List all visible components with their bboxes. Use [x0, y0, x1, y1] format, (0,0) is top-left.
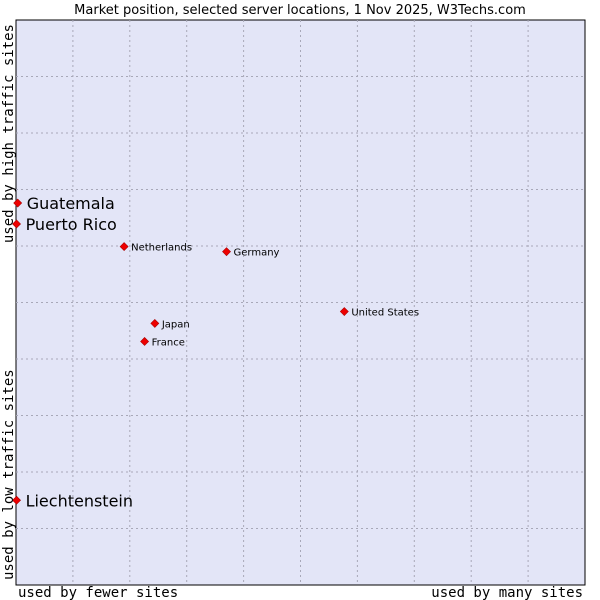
data-point-germany: Germany: [222, 247, 280, 259]
point-marker-japan: [150, 318, 160, 328]
x-axis-label-left: used by fewer sites: [18, 585, 178, 600]
point-label-united-states: United States: [351, 308, 419, 319]
point-marker-liechtenstein: [12, 495, 21, 505]
point-label-japan: Japan: [161, 319, 190, 330]
point-label-netherlands: Netherlands: [131, 243, 192, 254]
data-point-japan: Japan: [150, 318, 190, 330]
point-marker-guatemala: [13, 198, 23, 208]
point-label-guatemala: Guatemala: [27, 194, 115, 213]
data-point-france: France: [140, 337, 185, 348]
data-point-netherlands: Netherlands: [119, 242, 192, 254]
grid-lines: [16, 20, 585, 585]
y-axis-label-bottom: used by low traffic sites: [1, 369, 17, 580]
data-point-united-states: United States: [339, 307, 419, 319]
point-label-puerto-rico: Puerto Rico: [26, 215, 117, 234]
point-label-liechtenstein: Liechtenstein: [26, 491, 133, 510]
point-label-germany: Germany: [234, 248, 280, 259]
data-points: Guatemala Puerto Rico Liechtenstein Netherl…: [12, 194, 419, 510]
point-marker-united-states: [339, 307, 349, 316]
point-label-france: France: [152, 337, 185, 348]
point-marker-germany: [222, 247, 231, 257]
point-marker-puerto-rico: [12, 219, 21, 229]
x-axis-label-right: used by many sites: [431, 585, 583, 600]
chart-title: Market position, selected server locatio…: [74, 3, 526, 18]
data-point-liechtenstein: Liechtenstein: [12, 491, 133, 510]
point-marker-france: [140, 337, 150, 346]
data-point-guatemala: Guatemala: [13, 194, 115, 213]
point-marker-netherlands: [119, 242, 129, 251]
y-axis-label-top: used by high traffic sites: [1, 24, 17, 243]
data-point-puerto-rico: Puerto Rico: [12, 215, 117, 234]
